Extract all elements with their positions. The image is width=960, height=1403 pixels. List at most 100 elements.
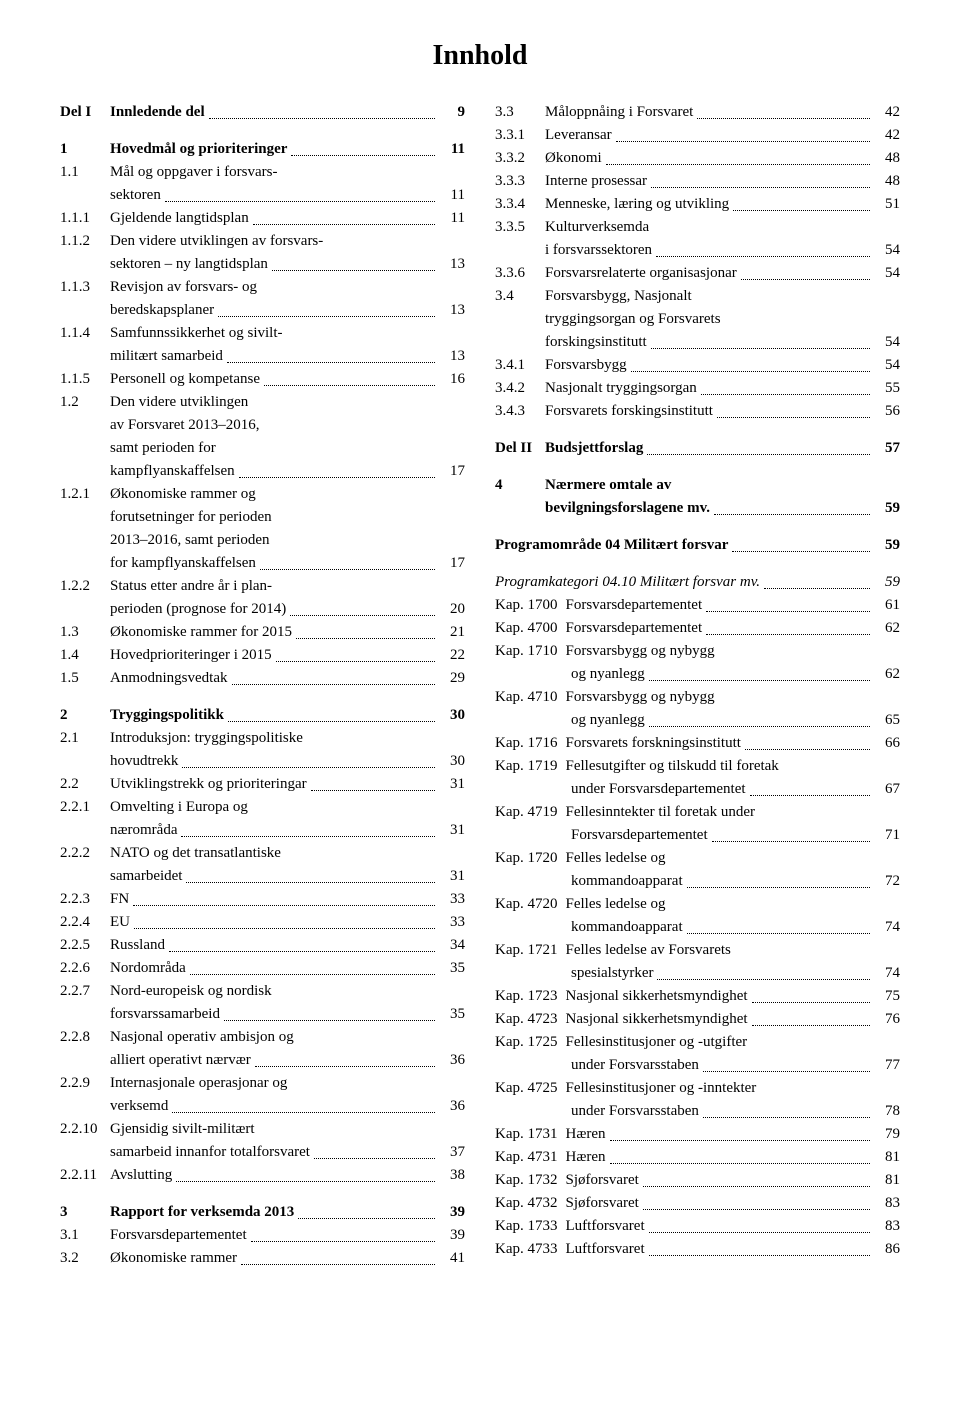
toc-leader [255, 1066, 435, 1067]
toc-entry: 3.3.6Forsvarsrelaterte organisasjonar54 [495, 263, 900, 284]
toc-leader [134, 928, 435, 929]
toc-entry-page: 59 [874, 498, 900, 519]
toc-entry: Kap. 1725Fellesinstitusjoner og -utgifte… [495, 1032, 900, 1053]
toc-entry-page: 37 [439, 1142, 465, 1163]
toc-entry-text: Omvelting i Europa og [110, 797, 248, 818]
toc-entry-text: hovudtrekk [110, 751, 178, 772]
toc-entry-text: Nordområda [110, 958, 186, 979]
toc-entry-text: Mål og oppgaver i forsvars- [110, 162, 277, 183]
toc-entry-text: samarbeid innanfor totalforsvaret [110, 1142, 310, 1163]
toc-entry-number: 3.4 [495, 286, 545, 307]
toc-entry-page: 11 [439, 185, 465, 206]
toc-entry: 2.1Introduksjon: tryggingspolitiske [60, 728, 465, 749]
toc-entry-text: tryggingsorgan og Forsvarets [545, 309, 721, 330]
toc-entry-page: 54 [874, 355, 900, 376]
toc-entry: 1.1.3Revisjon av forsvars- og [60, 277, 465, 298]
toc-leader [133, 905, 435, 906]
toc-entry-page: 83 [874, 1216, 900, 1237]
toc-entry-text: Hovedprioriteringer i 2015 [110, 645, 272, 666]
toc-entry-text: Luftforsvaret [566, 1239, 645, 1260]
toc-entry: 2.2.5Russland34 [60, 935, 465, 956]
toc-entry-page: 81 [874, 1147, 900, 1168]
toc-leader [631, 371, 870, 372]
toc-entry-page: 20 [439, 599, 465, 620]
toc-entry-number: 1.2.2 [60, 576, 110, 597]
toc-entry: Kap. 1700Forsvarsdepartementet61 [495, 595, 900, 616]
toc-leader [224, 1020, 435, 1021]
toc-spacer [495, 558, 900, 572]
toc-entry-text: Felles ledelse av Forsvarets [566, 940, 731, 961]
toc-entry-number: 1.1.5 [60, 369, 110, 390]
toc-entry-page: 41 [439, 1248, 465, 1269]
toc-entry-page: 65 [874, 710, 900, 731]
toc-leader [651, 187, 870, 188]
toc-entry-page: 38 [439, 1165, 465, 1186]
toc-entry: hovudtrekk30 [60, 751, 465, 772]
toc-entry-text: Fellesinntekter til foretak under [566, 802, 756, 823]
toc-entry: 2.2.4EU33 [60, 912, 465, 933]
toc-entry-text: verksemd [110, 1096, 168, 1117]
toc-entry: 3.3.5Kulturverksemda [495, 217, 900, 238]
toc-entry-page: 51 [874, 194, 900, 215]
toc-entry-text: Hovedmål og prioriteringer [110, 139, 287, 160]
toc-entry: 2.2.3FN33 [60, 889, 465, 910]
toc-entry-text: Økonomiske rammer [110, 1248, 237, 1269]
toc-leader [687, 887, 870, 888]
toc-entry-page: 56 [874, 401, 900, 422]
toc-entry-number: 1 [60, 139, 110, 160]
toc-entry-text: Forsvarsbygg og nybygg [566, 641, 715, 662]
toc-entry: 2.2.2NATO og det transatlantiske [60, 843, 465, 864]
toc-entry: Kap. 4731Hæren81 [495, 1147, 900, 1168]
toc-entry: militært samarbeid13 [60, 346, 465, 367]
toc-leader [649, 726, 870, 727]
toc-entry-text: samt perioden for [110, 438, 216, 459]
toc-entry-text: Budsjettforslag [545, 438, 643, 459]
toc-entry-text: Forsvarsdepartementet [566, 595, 703, 616]
toc-entry-text: FN [110, 889, 129, 910]
toc-entry-page: 36 [439, 1096, 465, 1117]
toc-entry-page: 78 [874, 1101, 900, 1122]
toc-entry: forskingsinstitutt54 [495, 332, 900, 353]
toc-leader [290, 615, 435, 616]
toc-entry-text: Luftforsvaret [566, 1216, 645, 1237]
toc-entry: Kap. 1720Felles ledelse og [495, 848, 900, 869]
toc-entry: under Forsvarsstaben78 [495, 1101, 900, 1122]
toc-entry-number: 3.3.1 [495, 125, 545, 146]
toc-entry-text: Hæren [566, 1124, 606, 1145]
toc-entry-text: perioden (prognose for 2014) [110, 599, 286, 620]
toc-entry-page: 57 [874, 438, 900, 459]
toc-leader [649, 1232, 870, 1233]
toc-entry: 3.3.2Økonomi48 [495, 148, 900, 169]
toc-entry-page: 62 [874, 664, 900, 685]
toc-entry-number: Kap. 4720 [495, 894, 566, 915]
toc-leader [752, 1025, 870, 1026]
toc-entry: 1.1.1Gjeldende langtidsplan11 [60, 208, 465, 229]
toc-entry-page: 16 [439, 369, 465, 390]
toc-entry: verksemd 36 [60, 1096, 465, 1117]
toc-entry-number: 2.2.7 [60, 981, 110, 1002]
toc-entry-text: Revisjon av forsvars- og [110, 277, 257, 298]
toc-entry: 1.2.1Økonomiske rammer og [60, 484, 465, 505]
toc-entry-page: 59 [874, 535, 900, 556]
toc-entry-text: Rapport for verksemda 2013 [110, 1202, 294, 1223]
toc-entry-page: 74 [874, 963, 900, 984]
toc-entry: Del IIBudsjettforslag57 [495, 438, 900, 459]
toc-entry-number: 2.2.1 [60, 797, 110, 818]
toc-entry-number: 3.3.2 [495, 148, 545, 169]
toc-entry-page: 81 [874, 1170, 900, 1191]
toc-leader [741, 279, 870, 280]
toc-entry: nærområda31 [60, 820, 465, 841]
toc-leader [643, 1186, 870, 1187]
toc-entry-number: 3.1 [60, 1225, 110, 1246]
toc-entry-text: sektoren [110, 185, 161, 206]
toc-entry: 2.2.8Nasjonal operativ ambisjon og [60, 1027, 465, 1048]
toc-leader [687, 933, 870, 934]
toc-entry-number: 2.2.3 [60, 889, 110, 910]
toc-entry-page: 55 [874, 378, 900, 399]
toc-entry: 2.2Utviklingstrekk og prioriteringar31 [60, 774, 465, 795]
toc-leader [182, 767, 435, 768]
toc-entry-number: Kap. 4700 [495, 618, 566, 639]
toc-entry-number: 2.2.2 [60, 843, 110, 864]
toc-entry-text: Gjeldende langtidsplan [110, 208, 249, 229]
toc-entry: 2.2.6Nordområda35 [60, 958, 465, 979]
